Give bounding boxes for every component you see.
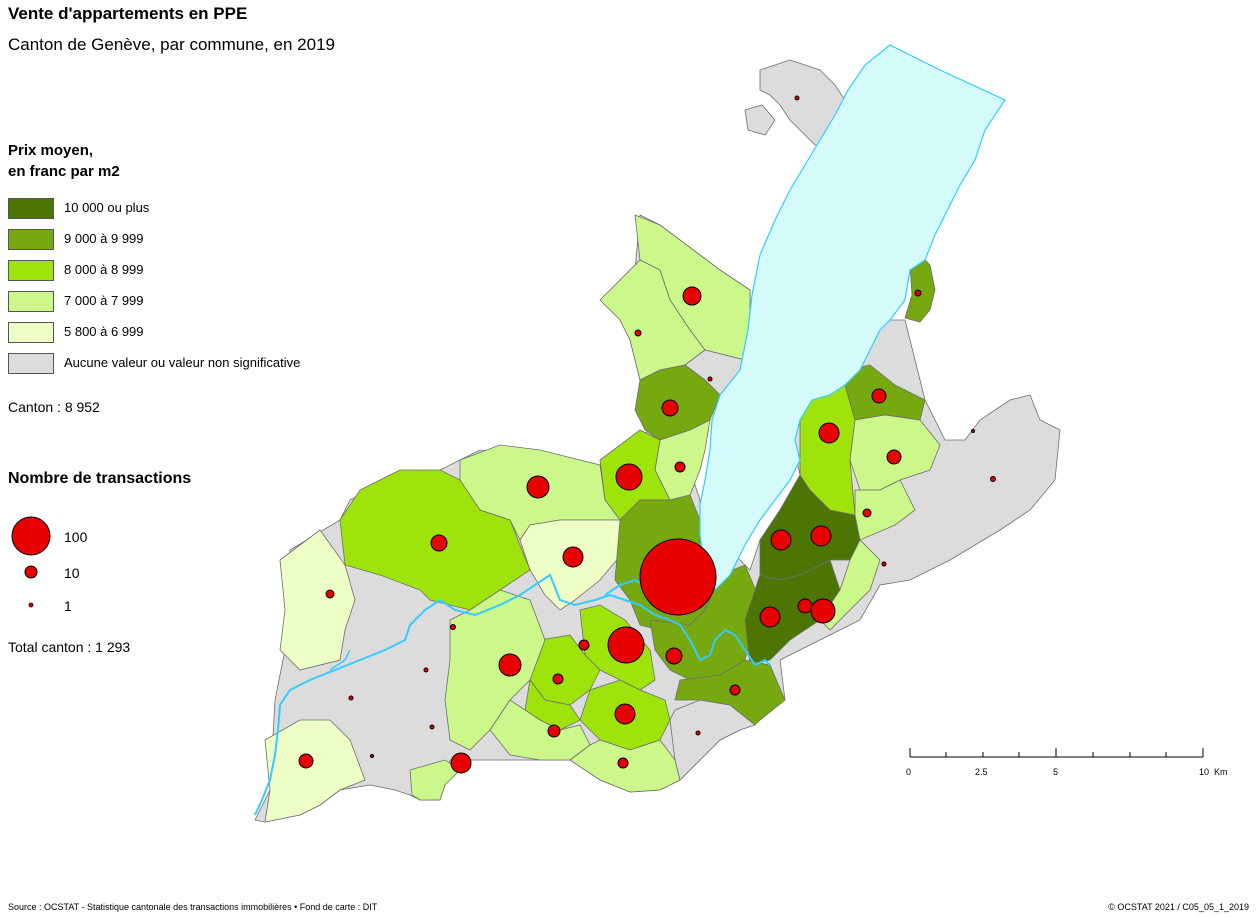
transactions-legend-symbols (11, 516, 51, 608)
legend-label: 10 000 ou plus (64, 200, 150, 215)
legend-circle-10 (24, 565, 38, 579)
transactions-circle (614, 703, 636, 725)
transactions-circle (886, 449, 902, 465)
transactions-circle (547, 724, 561, 738)
transactions-circle (450, 624, 456, 630)
transactions-circle (914, 289, 922, 297)
transactions-circle (526, 475, 550, 499)
total-transactions: Total canton : 1 293 (8, 639, 131, 655)
transactions-circle (971, 429, 975, 433)
commune-laconnex (264, 719, 366, 823)
transactions-circle (607, 626, 645, 664)
transactions-circle (325, 589, 335, 599)
transactions-circle (552, 673, 564, 685)
price-legend-title: Prix moyen, en franc par m2 (8, 140, 120, 182)
legend-label: Aucune valeur ou valeur non significativ… (64, 355, 301, 370)
commune-celigny-small (744, 104, 776, 136)
price-legend-title-line1: Prix moyen, (8, 142, 94, 159)
scale-label-2-5: 2.5 (975, 767, 988, 777)
legend-circle-label-100: 100 (64, 529, 88, 545)
transactions-circle (429, 724, 435, 730)
scale-bar (909, 748, 1204, 758)
transactions-circle (770, 529, 792, 551)
transactions-circle (729, 684, 741, 696)
transactions-circle (818, 422, 840, 444)
allondon-river (329, 649, 351, 671)
transactions-circle (810, 525, 832, 547)
transactions-circle (634, 329, 642, 337)
transactions-circle (682, 286, 702, 306)
transactions-circle (298, 753, 314, 769)
source-note: Source : OCSTAT - Statistique cantonale … (8, 902, 378, 912)
transactions-circle (665, 647, 683, 665)
legend-swatch (8, 198, 54, 219)
price-legend-title-line2: en franc par m2 (8, 163, 120, 180)
commune-thonex (674, 659, 786, 726)
legend-swatch (8, 260, 54, 281)
transactions-circle (562, 546, 584, 568)
scale-label-10: 10 Km (1199, 767, 1228, 777)
commune-soral (409, 759, 461, 801)
transactions-circle (794, 95, 800, 101)
transactions-circle (615, 463, 643, 491)
rhone-river (254, 573, 771, 816)
transactions-circle (759, 606, 781, 628)
transactions-circle (430, 534, 448, 552)
transactions-circle (370, 754, 374, 758)
legend-circle-1 (28, 602, 34, 608)
transactions-circle (674, 461, 686, 473)
scale-label-0: 0 (906, 767, 911, 777)
legend-circle-label-10: 10 (64, 565, 80, 581)
transactions-circle (423, 667, 429, 673)
transactions-circle (871, 388, 887, 404)
legend-label: 5 800 à 6 999 (64, 324, 144, 339)
transactions-circle (810, 598, 836, 624)
transactions-circle (990, 476, 996, 482)
transactions-circle (661, 399, 679, 417)
transactions-circle (707, 376, 713, 382)
commune-plan-les-ouates (489, 699, 591, 761)
transactions-circle (881, 561, 887, 567)
transactions-circle (639, 538, 717, 616)
lake-geneva (699, 44, 1006, 592)
legend-swatch (8, 322, 54, 343)
transactions-circle (617, 757, 629, 769)
transactions-circle (450, 752, 472, 774)
legend-label: 8 000 à 8 999 (64, 262, 144, 277)
scale-label-5: 5 (1053, 767, 1058, 777)
transactions-legend-title: Nombre de transactions (8, 470, 192, 487)
legend-swatch (8, 291, 54, 312)
legend-swatch (8, 353, 54, 374)
transactions-circle (862, 508, 872, 518)
map-title: Vente d'appartements en PPE (8, 4, 248, 23)
transactions-legend: 100 10 1 (0, 510, 130, 620)
legend-circle-100 (11, 516, 51, 556)
legend-swatch (8, 229, 54, 250)
legend-label: 7 000 à 7 999 (64, 293, 144, 308)
map-subtitle: Canton de Genève, par commune, en 2019 (8, 35, 335, 54)
transactions-layer (298, 95, 996, 774)
transactions-circle (578, 639, 590, 651)
legend-label: 9 000 à 9 999 (64, 231, 144, 246)
commune-choulex (854, 479, 916, 541)
copyright-note: © OCSTAT 2021 / C05_05_1_2019 (1108, 902, 1249, 912)
transactions-circle (797, 598, 813, 614)
transactions-circle (498, 653, 522, 677)
transactions-circle (348, 695, 354, 701)
legend-circle-label-1: 1 (64, 598, 72, 614)
transactions-circle (695, 730, 701, 736)
canton-average: Canton : 8 952 (8, 399, 100, 415)
commune-avully (279, 529, 356, 671)
